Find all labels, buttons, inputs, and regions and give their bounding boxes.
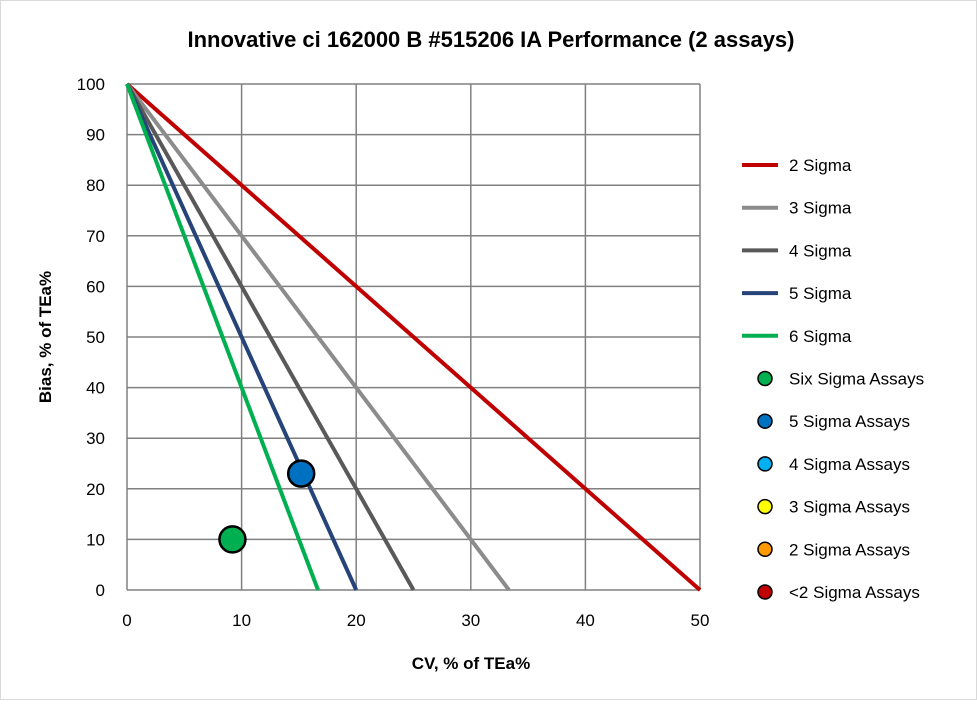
- legend-marker: [757, 498, 773, 515]
- legend-label: 4 Sigma: [789, 241, 852, 260]
- sigma-line: [125, 82, 702, 592]
- sigma-line: [125, 83, 416, 591]
- assay-point: [286, 459, 316, 488]
- legend-label: 5 Sigma: [789, 284, 852, 303]
- sigma-line: [125, 82, 511, 592]
- y-tick-label: 100: [77, 75, 105, 94]
- legend-label: 3 Sigma Assays: [789, 498, 910, 517]
- legend-label: 2 Sigma: [789, 156, 852, 175]
- y-tick-label: 40: [86, 379, 105, 398]
- x-tick-label: 40: [576, 611, 595, 630]
- y-tick-label: 80: [86, 176, 105, 195]
- y-tick-label: 60: [86, 277, 105, 296]
- x-tick-label: 10: [232, 611, 251, 630]
- legend-marker: [757, 456, 773, 472]
- x-tick-label: 50: [691, 611, 710, 630]
- x-axis-label: CV, % of TEa%: [412, 654, 530, 673]
- y-tick-label: 70: [86, 227, 105, 246]
- y-axis-label: Bias, % of TEa%: [36, 271, 55, 403]
- x-tick-label: 0: [122, 611, 131, 630]
- sigma-line: [125, 83, 320, 591]
- legend-label: Six Sigma Assays: [789, 370, 924, 389]
- y-tick-label: 50: [86, 328, 105, 347]
- x-tick-label: 20: [347, 611, 366, 630]
- y-tick-label: 30: [86, 429, 105, 448]
- legend-label: 5 Sigma Assays: [789, 412, 910, 431]
- y-tick-label: 90: [86, 126, 105, 145]
- legend-marker: [757, 584, 773, 600]
- legend-label: <2 Sigma Assays: [789, 583, 920, 602]
- y-tick-label: 10: [86, 530, 105, 549]
- legend-label: 3 Sigma: [789, 199, 852, 218]
- legend-label: 6 Sigma: [789, 327, 852, 346]
- legend-label: 4 Sigma Assays: [789, 455, 910, 474]
- y-tick-label: 0: [96, 581, 105, 600]
- sigma-line: [125, 83, 359, 591]
- x-tick-label: 30: [461, 611, 480, 630]
- legend-marker: [757, 413, 773, 429]
- legend-label: 2 Sigma Assays: [789, 540, 910, 559]
- chart-title: Innovative ci 162000 B #515206 IA Perfor…: [188, 27, 795, 52]
- assay-point: [218, 525, 247, 554]
- y-tick-label: 20: [86, 480, 105, 499]
- legend-marker: [757, 541, 773, 558]
- legend-marker: [757, 370, 773, 387]
